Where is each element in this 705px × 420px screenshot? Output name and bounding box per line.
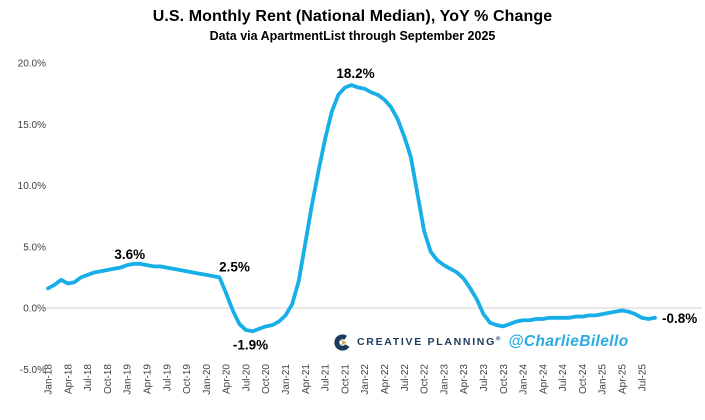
data-label: 18.2% [336, 66, 374, 81]
rent-yoy-line [46, 83, 657, 334]
x-axis-tick-label: Jul-22 [400, 364, 411, 392]
x-axis-tick-label: Apr-19 [142, 364, 153, 394]
x-axis-tick-label: Oct-23 [499, 364, 510, 394]
x-axis-tick-label: Jul-25 [637, 364, 648, 392]
chart-title: U.S. Monthly Rent (National Median), YoY… [152, 8, 553, 25]
x-axis-tick-label: Apr-21 [301, 364, 312, 394]
x-axis-tick-label: Oct-22 [420, 364, 431, 394]
x-axis-tick-label: Jan-18 [44, 364, 55, 395]
x-axis-tick-label: Oct-24 [578, 364, 589, 394]
y-axis-tick-label: -5.0% [20, 365, 46, 376]
y-axis-tick-label: 15.0% [18, 120, 46, 131]
data-label: -0.8% [662, 311, 697, 326]
data-label: 3.6% [114, 247, 145, 262]
chart-subtitle: Data via ApartmentList through September… [209, 29, 496, 43]
watermark-brand-text: CREATIVE PLANNING [357, 336, 496, 348]
x-axis-tick-label: Apr-23 [459, 364, 470, 394]
x-axis-tick-label: Jan-21 [281, 364, 292, 395]
x-axis-tick-label: Jul-23 [479, 364, 490, 392]
registered-mark: ® [495, 336, 501, 343]
x-axis-tick-label: Jan-23 [439, 364, 450, 395]
x-axis-tick-label: Apr-20 [222, 364, 233, 394]
x-axis-tick-label: Jul-19 [162, 364, 173, 392]
x-axis-tick-label: Oct-18 [103, 364, 114, 394]
x-axis-tick-label: Jan-20 [202, 364, 213, 395]
watermark-brand: CREATIVE PLANNING® [357, 336, 500, 348]
watermark-handle: @CharlieBilello [508, 333, 629, 350]
y-axis-tick-label: 5.0% [23, 242, 46, 253]
y-axis-tick-label: 0.0% [23, 304, 46, 315]
x-axis-tick-label: Jul-18 [83, 364, 94, 392]
x-axis-tick-label: Jan-19 [123, 364, 134, 395]
x-axis-tick-label: Jan-24 [519, 364, 530, 395]
x-axis-tick-label: Apr-18 [63, 364, 74, 394]
data-label: -1.9% [233, 337, 268, 352]
y-axis-tick-label: 20.0% [18, 59, 46, 70]
x-axis-tick-label: Apr-25 [618, 364, 629, 394]
x-axis-tick-label: Jul-24 [558, 364, 569, 392]
x-axis-tick-label: Apr-24 [538, 364, 549, 394]
data-label: 2.5% [219, 259, 250, 274]
x-axis-tick-label: Jan-22 [360, 364, 371, 395]
creative-planning-logo-icon [334, 333, 351, 351]
x-axis-tick-label: Jul-21 [321, 364, 332, 392]
x-axis-tick-label: Apr-22 [380, 364, 391, 394]
x-axis-tick-label: Jan-25 [598, 364, 609, 395]
watermark: CREATIVE PLANNING® @CharlieBilello [334, 332, 629, 352]
y-axis-tick-label: 10.0% [18, 181, 46, 192]
x-axis-tick-label: Jul-20 [241, 364, 252, 392]
x-axis-tick-label: Oct-19 [182, 364, 193, 394]
x-axis-tick-label: Oct-20 [261, 364, 272, 394]
x-axis-tick-label: Oct-21 [340, 364, 351, 394]
